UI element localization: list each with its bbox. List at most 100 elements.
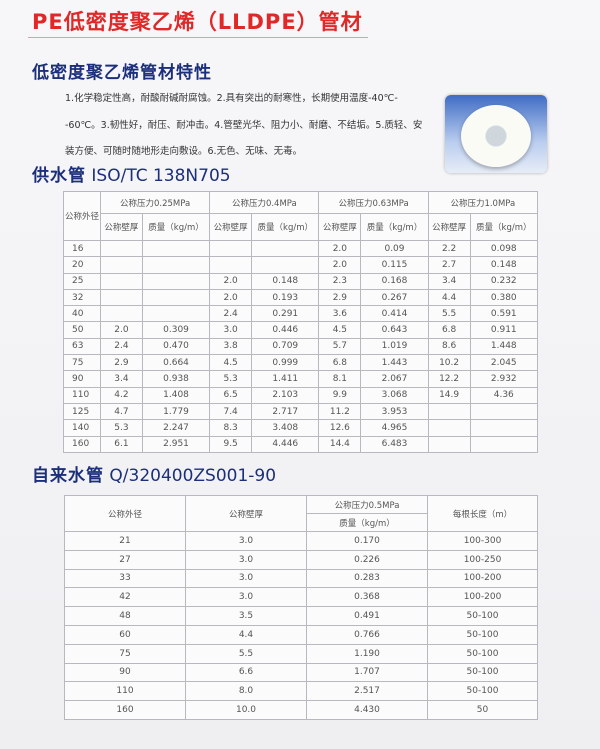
table-cell <box>141 288 211 307</box>
supply-pipe-heading: 供水管 ISO/TC 138N705 <box>32 161 231 186</box>
table-cell: 3.0 <box>185 549 307 570</box>
table-cell: 3.0 <box>185 568 307 589</box>
table-cell: 0.938 <box>141 370 211 388</box>
table-cell: 2.045 <box>469 354 539 372</box>
table-cell: 90 <box>64 662 186 683</box>
table-row: 63 2.4 0.470 3.8 0.709 5.7 1.019 8.6 1.448 <box>63 337 539 356</box>
table-cell: 0.999 <box>251 354 320 372</box>
table-cell: 2.9 <box>318 288 362 307</box>
table-cell: 1.411 <box>251 370 320 388</box>
table-cell: 7.4 <box>209 402 253 421</box>
table-cell: 3.068 <box>360 386 429 404</box>
table-cell: 100-250 <box>427 549 538 570</box>
table-cell <box>251 256 320 274</box>
col-mass: 质量（kg/m） <box>469 213 539 241</box>
table-cell <box>141 239 211 258</box>
table-cell: 9.9 <box>318 386 362 404</box>
table-cell: 0.309 <box>141 321 211 339</box>
table-cell: 140 <box>63 419 101 437</box>
table-row: 42 3.0 0.368 100-200 <box>64 587 538 608</box>
table-cell: 50-100 <box>427 681 538 702</box>
pressure-header: 公称压力0.4MPa <box>209 191 320 214</box>
table-cell: 2.951 <box>141 435 211 453</box>
table-row: 50 2.0 0.309 3.0 0.446 4.5 0.643 6.8 0.911 <box>63 321 539 339</box>
table-row: 90 6.6 1.707 50-100 <box>64 662 538 683</box>
table-row: 160 10.0 4.430 50 <box>64 700 538 720</box>
table-cell: 9.5 <box>209 435 253 453</box>
table-cell <box>100 256 143 274</box>
table-cell: 160 <box>64 700 186 720</box>
table-cell: 6.483 <box>360 435 429 453</box>
table-cell <box>469 435 539 453</box>
table-cell: 4.5 <box>318 321 362 339</box>
table-cell: 33 <box>64 568 186 589</box>
col-mass: 质量（kg/m） <box>306 513 428 532</box>
table-cell: 0.591 <box>469 305 539 323</box>
table-cell: 3.6 <box>318 305 362 323</box>
table-cell: 0.226 <box>306 549 428 570</box>
table-row: 75 2.9 0.664 4.5 0.999 6.8 1.443 10.2 2.045 <box>63 354 539 372</box>
col-diameter: 公称外径 <box>63 191 101 241</box>
table-cell: 0.380 <box>469 288 539 307</box>
table-cell: 32 <box>63 288 101 307</box>
table-cell: 0.911 <box>469 321 539 339</box>
table-row: 25 2.0 0.148 2.3 0.168 3.4 0.232 <box>63 272 539 290</box>
col-wall: 公称壁厚 <box>185 495 307 532</box>
tap-water-pipe-heading: 自来水管 Q/320400ZS001-90 <box>32 461 276 486</box>
table-cell: 100-300 <box>427 531 538 551</box>
table-cell: 2.517 <box>306 681 428 702</box>
title-underline <box>28 37 368 38</box>
table-row: 16 2.0 0.09 2.2 0.098 <box>63 239 539 258</box>
pipe-coil-image <box>445 95 547 173</box>
table-cell: 48 <box>64 606 186 626</box>
table-cell: 4.4 <box>427 288 471 307</box>
table-cell: 4.36 <box>469 386 539 404</box>
table-cell: 2.2 <box>427 239 471 258</box>
table-cell: 0.170 <box>306 531 428 551</box>
table-cell: 0.098 <box>469 239 539 258</box>
table-cell: 6.6 <box>185 662 307 683</box>
table-cell: 6.1 <box>100 435 143 453</box>
table-cell: 4.7 <box>100 402 143 421</box>
table-cell: 6.8 <box>318 354 362 372</box>
table-cell: 0.283 <box>306 568 428 589</box>
table-cell <box>100 239 143 258</box>
table-cell <box>427 435 471 453</box>
table-cell: 4.4 <box>185 624 307 645</box>
table-cell: 0.643 <box>360 321 429 339</box>
col-wall: 公称壁厚 <box>100 213 143 241</box>
supply-heading-standard: ISO/TC 138N705 <box>91 166 231 186</box>
table-cell: 0.446 <box>251 321 320 339</box>
table-cell: 12.6 <box>318 419 362 437</box>
table-row: 32 2.0 0.193 2.9 0.267 4.4 0.380 <box>63 288 539 307</box>
table-cell: 14.4 <box>318 435 362 453</box>
table-row: 48 3.5 0.491 50-100 <box>64 606 538 626</box>
table-cell <box>469 419 539 437</box>
table-cell: 0.470 <box>141 337 211 356</box>
pressure-header: 公称压力0.25MPa <box>99 191 211 214</box>
table-cell: 0.148 <box>251 272 320 290</box>
table-cell: 2.9 <box>100 354 143 372</box>
table-cell: 2.103 <box>251 386 320 404</box>
table-cell <box>251 239 320 258</box>
col-mass: 质量（kg/m） <box>141 213 211 241</box>
col-diameter: 公称外径 <box>64 495 186 532</box>
supply-heading-cn: 供水管 <box>32 166 86 186</box>
table-cell: 2.0 <box>318 239 362 258</box>
table-cell: 1.019 <box>360 337 429 356</box>
table-cell: 3.0 <box>185 531 307 551</box>
pressure-header: 公称压力0.5MPa <box>306 495 428 514</box>
table-cell: 2.3 <box>318 272 362 290</box>
table-cell: 4.5 <box>209 354 253 372</box>
table-cell: 20 <box>63 256 101 274</box>
features-heading: 低密度聚乙烯管材特性 <box>32 63 212 83</box>
col-length: 每根长度（m） <box>427 495 538 532</box>
table-cell: 4.2 <box>100 386 143 404</box>
table-row: 110 8.0 2.517 50-100 <box>64 681 538 702</box>
table-cell: 8.1 <box>318 370 362 388</box>
table-cell: 3.4 <box>427 272 471 290</box>
table-cell <box>209 239 253 258</box>
table-cell: 0.766 <box>306 624 428 645</box>
table-cell: 125 <box>63 402 101 421</box>
